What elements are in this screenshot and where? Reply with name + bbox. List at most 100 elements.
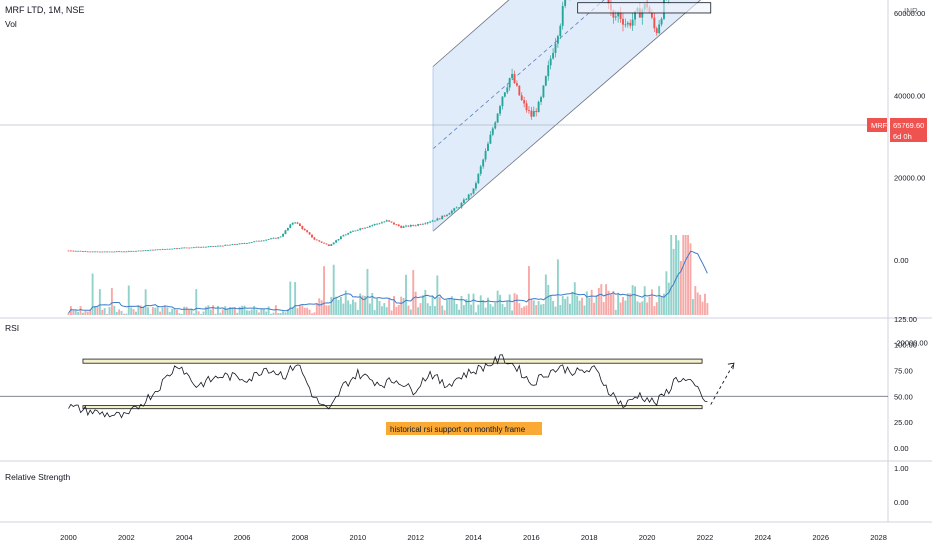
volume-bar bbox=[561, 296, 564, 315]
volume-bar bbox=[515, 294, 518, 315]
rsi-label: RSI bbox=[5, 323, 19, 333]
volume-bar bbox=[72, 310, 75, 315]
volume-bar bbox=[67, 313, 70, 315]
volume-bar bbox=[219, 312, 222, 315]
volume-bar bbox=[330, 296, 333, 315]
volume-bar bbox=[583, 305, 586, 315]
candle-body bbox=[455, 207, 458, 209]
volume-bar bbox=[352, 299, 354, 315]
volume-bar bbox=[429, 305, 432, 315]
volume-bar bbox=[286, 309, 289, 315]
volume-bar bbox=[262, 308, 265, 315]
volume-bar bbox=[202, 311, 205, 315]
candle-body bbox=[412, 224, 415, 226]
volume-bar bbox=[554, 306, 557, 315]
volume-bar bbox=[118, 309, 121, 315]
volume-bar bbox=[573, 282, 576, 315]
rsi-tick-label: 0.00 bbox=[894, 444, 909, 453]
time-tick-label: 2002 bbox=[118, 533, 135, 542]
candle-body bbox=[419, 224, 422, 226]
volume-bar bbox=[677, 240, 680, 315]
volume-bar bbox=[675, 235, 677, 315]
candle-body bbox=[168, 248, 171, 250]
volume-bar bbox=[405, 274, 407, 315]
time-tick-label: 2026 bbox=[812, 533, 829, 542]
candle-body bbox=[77, 250, 80, 252]
volume-bar bbox=[156, 306, 159, 315]
candle-body bbox=[472, 188, 475, 194]
drawings[interactable] bbox=[577, 0, 740, 14]
candle-body bbox=[282, 233, 285, 237]
volume-bar bbox=[86, 311, 89, 315]
volume-bar bbox=[298, 305, 301, 315]
volume-bar bbox=[590, 289, 593, 315]
candle-body bbox=[103, 251, 106, 253]
volume-bar bbox=[518, 303, 521, 315]
candle-body bbox=[258, 240, 260, 242]
volume-bar bbox=[624, 300, 627, 315]
candle-body bbox=[407, 225, 410, 227]
candle-body bbox=[200, 246, 203, 248]
volume-bar bbox=[180, 313, 183, 315]
volume-bar bbox=[593, 302, 596, 315]
volume-label: Vol bbox=[5, 19, 17, 29]
candle-body bbox=[626, 22, 629, 25]
rsi-resistance-zone[interactable] bbox=[82, 358, 703, 364]
volume-bar bbox=[132, 309, 135, 315]
rsi-support-zone[interactable] bbox=[82, 405, 703, 410]
volume-bar bbox=[477, 304, 480, 315]
channel-mid-line[interactable] bbox=[432, 0, 743, 150]
volume-bar bbox=[84, 310, 87, 315]
price-scale[interactable]: 120000.00100000.0080000.0060000.0040000.… bbox=[894, 0, 929, 507]
candle-body bbox=[347, 233, 350, 235]
candle-body bbox=[224, 244, 227, 246]
candle-body bbox=[120, 251, 123, 253]
volume-bar bbox=[103, 308, 106, 315]
rsi-tick-label: 100.00 bbox=[894, 341, 917, 350]
volume-bar bbox=[412, 270, 415, 315]
rsi-forecast-arrow[interactable] bbox=[710, 362, 735, 405]
volume-bar bbox=[195, 289, 198, 315]
volume-bar bbox=[540, 304, 542, 315]
volume-bar bbox=[183, 306, 186, 315]
time-scale[interactable]: 2000 2002 2004 2006 2008 2010 2012 2014 2016 2018… bbox=[60, 533, 887, 542]
volume-bar bbox=[595, 295, 598, 315]
candle-body bbox=[508, 78, 511, 88]
candle-body bbox=[641, 9, 644, 18]
candle-body bbox=[173, 248, 176, 250]
volume-bar bbox=[631, 285, 634, 315]
channel-upper-line[interactable] bbox=[432, 0, 743, 67]
annotation-box[interactable] bbox=[386, 422, 542, 435]
candle-body bbox=[108, 251, 111, 253]
volume-bar bbox=[578, 300, 581, 315]
volume-bar bbox=[600, 284, 603, 315]
candle-body bbox=[561, 5, 564, 26]
price-support-zone[interactable] bbox=[577, 2, 712, 14]
volume-bar bbox=[192, 313, 195, 315]
candle-body bbox=[94, 251, 96, 253]
candle-body bbox=[559, 25, 562, 37]
volume-bar bbox=[383, 303, 386, 315]
volume-bar bbox=[388, 298, 391, 315]
volume-bar bbox=[359, 293, 362, 315]
volume-bar bbox=[274, 305, 277, 315]
volume-bar bbox=[436, 275, 439, 315]
volume-bar bbox=[650, 289, 653, 315]
volume-bar bbox=[564, 299, 567, 315]
rsi-line bbox=[68, 354, 708, 419]
candle-body bbox=[414, 225, 417, 227]
candle-body bbox=[631, 19, 634, 26]
parallel-channel[interactable] bbox=[432, 0, 743, 232]
volume-bar bbox=[89, 309, 92, 315]
relative-strength-tick-label: 1.00 bbox=[894, 464, 909, 473]
volume-bar bbox=[151, 307, 154, 315]
candle-body bbox=[82, 251, 84, 252]
candle-body bbox=[388, 220, 391, 222]
volume-bar bbox=[390, 310, 393, 315]
volume-bar bbox=[212, 305, 215, 315]
candle-body bbox=[311, 234, 313, 238]
rsi-plot bbox=[0, 354, 888, 419]
candle-body bbox=[219, 245, 222, 247]
